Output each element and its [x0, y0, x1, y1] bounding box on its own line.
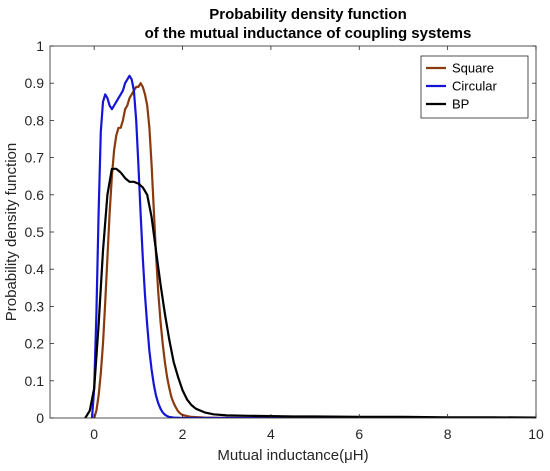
y-tick-label: 0.4 — [25, 261, 45, 277]
legend-label-square: Square — [452, 61, 494, 76]
x-tick-label: 6 — [355, 426, 363, 442]
chart-title-line-1: Probability density function — [209, 6, 407, 23]
y-axis-label: Probability density function — [3, 143, 20, 321]
x-axis: 0 2 4 6 8 10 — [90, 46, 544, 442]
y-axis: 0 0.1 0.2 0.3 0.4 0.5 0.6 0.7 0.8 0.9 1 — [25, 38, 536, 426]
y-tick-label: 0.6 — [25, 187, 45, 203]
y-tick-label: 0 — [36, 410, 44, 426]
y-tick-label: 0.7 — [25, 150, 45, 166]
x-tick-label: 2 — [179, 426, 187, 442]
y-tick-label: 0.9 — [25, 75, 45, 91]
y-tick-label: 1 — [36, 38, 44, 54]
legend: Square Circular BP — [420, 55, 529, 119]
x-tick-label: 4 — [267, 426, 275, 442]
y-tick-label: 0.8 — [25, 112, 45, 128]
x-tick-label: 0 — [90, 426, 98, 442]
chart-title-line-2: of the mutual inductance of coupling sys… — [145, 25, 472, 42]
series-line-circular — [90, 74, 536, 418]
legend-label-bp: BP — [452, 97, 469, 112]
y-tick-label: 0.1 — [25, 373, 45, 389]
x-axis-label: Mutual inductance(μH) — [217, 447, 368, 464]
x-tick-label: 8 — [444, 426, 452, 442]
y-tick-label: 0.5 — [25, 224, 45, 240]
y-tick-label: 0.2 — [25, 336, 45, 352]
x-tick-label: 10 — [528, 426, 544, 442]
legend-label-circular: Circular — [452, 79, 497, 94]
series-line-bp — [84, 167, 536, 418]
y-tick-label: 0.3 — [25, 298, 45, 314]
